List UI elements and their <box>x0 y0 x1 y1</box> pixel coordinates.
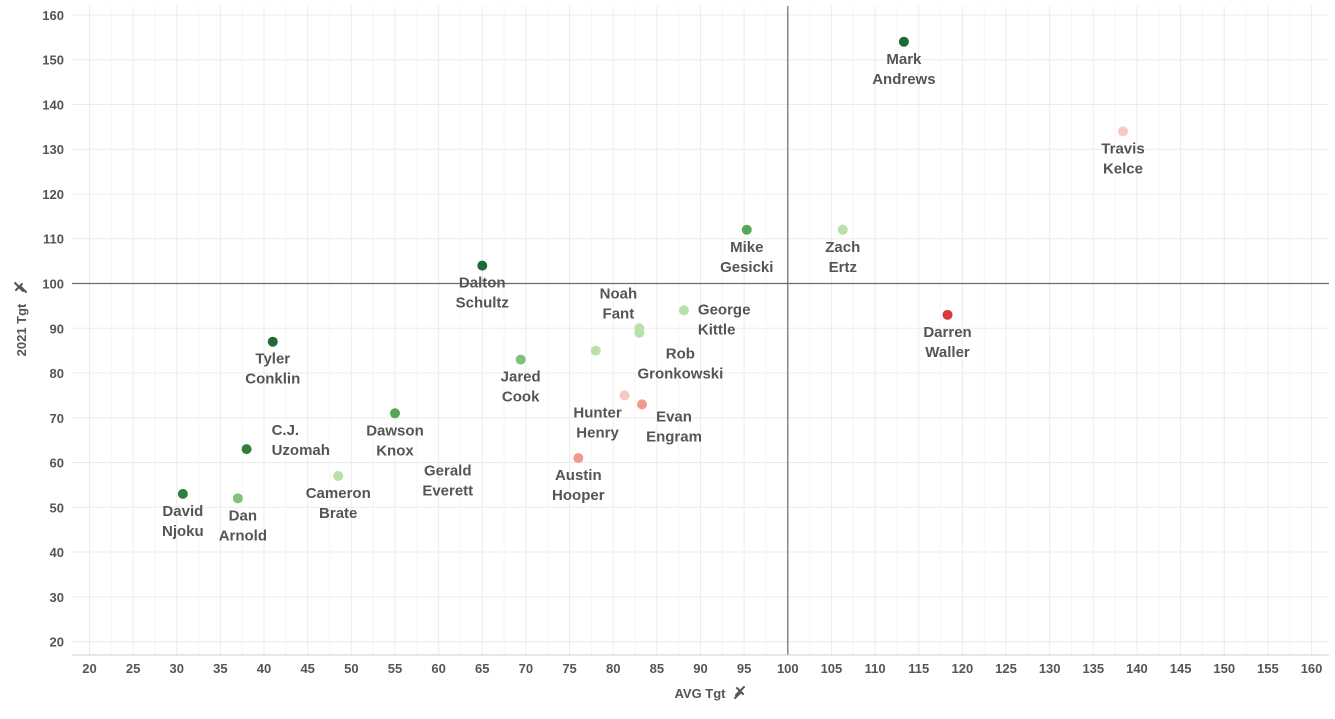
point-label: Tyler Conklin <box>245 351 300 388</box>
data-point[interactable] <box>637 399 648 410</box>
point-label: Rob Gronkowski <box>637 346 723 383</box>
data-point[interactable] <box>177 488 188 499</box>
x-tick-label: 120 <box>952 661 974 676</box>
reference-lines <box>72 6 1329 656</box>
data-point[interactable] <box>333 470 344 481</box>
x-tick-label: 90 <box>693 661 707 676</box>
y-axis-ticks: 20 30 40 50 60 70 80 90 100 110 120 130 140 150 160 <box>42 8 64 650</box>
data-points <box>177 36 1128 504</box>
y-tick-label: 70 <box>50 411 64 426</box>
data-point[interactable] <box>837 224 848 235</box>
x-tick-label: 55 <box>388 661 402 676</box>
x-axis-title-group: AVG Tgt <box>674 686 745 701</box>
y-tick-label: 90 <box>50 321 64 336</box>
data-point[interactable] <box>477 260 488 271</box>
y-tick-label: 130 <box>42 142 64 157</box>
y-tick-label: 50 <box>50 500 64 515</box>
point-label: C.J. Uzomah <box>272 422 330 459</box>
y-tick-label: 120 <box>42 187 64 202</box>
point-label: Mark Andrews <box>872 51 935 88</box>
y-tick-label: 40 <box>50 545 64 560</box>
x-tick-label: 135 <box>1082 661 1104 676</box>
data-point[interactable] <box>573 453 584 464</box>
y-axis-title-group: 2021 Tgt <box>14 282 29 356</box>
point-label: Evan Engram <box>646 408 702 445</box>
y-tick-label: 100 <box>42 277 64 292</box>
point-label: George Kittle <box>698 301 751 338</box>
data-point[interactable] <box>634 327 645 338</box>
point-label: Mike Gesicki <box>720 239 773 276</box>
x-tick-label: 80 <box>606 661 620 676</box>
y-tick-label: 150 <box>42 53 64 68</box>
y-tick-label: 160 <box>42 8 64 23</box>
y-axis-title: 2021 Tgt <box>14 303 29 356</box>
x-tick-label: 75 <box>562 661 576 676</box>
x-tick-label: 105 <box>821 661 843 676</box>
x-tick-label: 70 <box>519 661 533 676</box>
x-tick-label: 50 <box>344 661 358 676</box>
point-label: David Njoku <box>162 503 204 540</box>
x-tick-label: 150 <box>1213 661 1235 676</box>
y-tick-label: 60 <box>50 456 64 471</box>
y-tick-label: 110 <box>43 232 64 247</box>
data-point[interactable] <box>241 444 252 455</box>
point-label: Hunter Henry <box>573 404 621 441</box>
x-tick-label: 25 <box>126 661 140 676</box>
x-tick-label: 145 <box>1170 661 1192 676</box>
data-point[interactable] <box>267 336 278 347</box>
x-tick-label: 115 <box>908 661 929 676</box>
x-tick-label: 85 <box>650 661 664 676</box>
data-point[interactable] <box>619 390 630 401</box>
point-label: Dalton Schultz <box>456 275 509 312</box>
x-tick-label: 140 <box>1126 661 1148 676</box>
y-tick-label: 140 <box>42 97 64 112</box>
x-tick-label: 40 <box>257 661 271 676</box>
x-tick-label: 160 <box>1301 661 1323 676</box>
x-axis-title: AVG Tgt <box>674 686 726 701</box>
x-tick-label: 60 <box>431 661 445 676</box>
point-label: Cameron Brate <box>306 485 371 522</box>
pin-icon[interactable] <box>14 282 27 293</box>
x-tick-label: 30 <box>170 661 184 676</box>
x-tick-label: 35 <box>213 661 227 676</box>
y-tick-label: 30 <box>50 590 64 605</box>
x-tick-label: 20 <box>82 661 96 676</box>
x-axis-ticks: 20 25 30 35 40 45 50 55 60 65 70 75 80 85 90 95 100 105 11… <box>82 661 1322 676</box>
data-point[interactable] <box>1117 126 1128 137</box>
data-point[interactable] <box>741 224 752 235</box>
point-label: Jared Cook <box>501 369 541 406</box>
point-label: Zach Ertz <box>825 239 860 276</box>
point-label: Travis Kelce <box>1101 140 1144 177</box>
data-point[interactable] <box>515 354 526 365</box>
data-point[interactable] <box>678 305 689 316</box>
data-point[interactable] <box>590 345 601 356</box>
data-point[interactable] <box>232 493 243 504</box>
data-point[interactable] <box>898 36 909 47</box>
y-tick-label: 80 <box>50 366 64 381</box>
x-tick-label: 125 <box>995 661 1017 676</box>
x-tick-label: 45 <box>300 661 314 676</box>
data-point[interactable] <box>389 408 400 419</box>
x-tick-label: 100 <box>777 661 799 676</box>
x-tick-label: 110 <box>865 661 886 676</box>
data-point[interactable] <box>942 309 953 320</box>
point-label: Dan Arnold <box>219 507 267 544</box>
point-label: Gerald Everett <box>422 463 473 500</box>
point-label: Austin Hooper <box>552 467 605 504</box>
x-tick-label: 65 <box>475 661 489 676</box>
point-label: Dawson Knox <box>366 422 424 459</box>
point-label: Noah Fant <box>600 285 638 322</box>
point-label: Darren Waller <box>923 324 971 361</box>
x-tick-label: 130 <box>1039 661 1061 676</box>
x-tick-label: 95 <box>737 661 751 676</box>
point-labels: Mark Andrews Travis Kelce Mike Gesicki Zach Ert… <box>162 51 1145 545</box>
y-tick-label: 20 <box>50 635 64 650</box>
x-tick-label: 155 <box>1257 661 1279 676</box>
pin-icon[interactable] <box>734 686 745 699</box>
